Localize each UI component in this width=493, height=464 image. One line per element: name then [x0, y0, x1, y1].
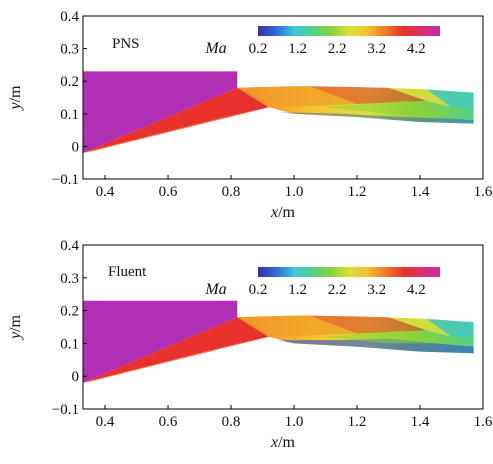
pns-x-axis-title: x/m: [270, 204, 296, 221]
pns-y-tick-label: 0.1: [60, 107, 79, 123]
fluent-shock-band-1: [237, 315, 357, 337]
fluent-y-tick-label: 0.1: [60, 336, 79, 352]
pns-shock-band-3: [388, 87, 452, 108]
fluent-exit-region: [426, 318, 474, 337]
pns-shock-band-2: [309, 86, 427, 104]
fluent-y-axis-title: y/m: [7, 314, 24, 341]
pns-x-tick-label: 1.4: [411, 184, 430, 200]
pns-colorbar-title: Ma: [204, 40, 226, 57]
pns-contour-field: [83, 71, 474, 153]
pns-y-axis-title: y/m: [7, 85, 24, 112]
pns-colorbar-tick-label: 3.2: [367, 41, 386, 57]
pns-y-tick-label: 0.2: [60, 74, 79, 90]
fluent-colorbar-tick-label: 0.2: [249, 282, 268, 298]
fluent-colorbar-ramp: [258, 267, 440, 277]
fluent-x-tick-label: 1.4: [411, 414, 430, 430]
pns-y-tick-label: 0.4: [60, 9, 79, 25]
pns-colorbar-tick-label: 4.2: [407, 41, 426, 57]
pns-x-tick-label: 1.2: [348, 184, 367, 200]
fluent-shock-band-2: [309, 315, 427, 334]
fluent-colorbar-title: Ma: [204, 281, 226, 298]
fluent-panel: 0.4 0.6 0.8 1.0 1.2 1.4 1.6 −0.1 0 0.1 0.2 0.3 0.4 F…: [7, 238, 493, 451]
pns-x-tick-label: 0.4: [96, 184, 115, 200]
pns-colorbar: 0.2 1.2 2.2 3.2 4.2 Ma: [204, 26, 440, 57]
fluent-x-tick-label: 0.8: [222, 414, 241, 430]
fluent-shock-band-3: [388, 317, 452, 337]
pns-freestream-region: [83, 71, 238, 153]
fluent-x-tick-label: 1.0: [285, 414, 304, 430]
pns-lower-wall-layer: [278, 112, 474, 124]
fluent-x-tick-label: 1.6: [474, 414, 493, 430]
fluent-colorbar-tick-label: 3.2: [367, 282, 386, 298]
fluent-x-tick-label: 0.4: [96, 414, 115, 430]
fluent-mixing-region: [325, 330, 452, 344]
pns-colorbar-tick-label: 0.2: [249, 41, 268, 57]
fluent-colorbar-tick-label: 4.2: [407, 282, 426, 298]
pns-y-tick-label: 0: [72, 139, 80, 155]
pns-colorbar-ramp: [258, 26, 440, 36]
pns-colorbar-tick-label: 2.2: [328, 41, 347, 57]
pns-y-tick-label: −0.1: [52, 172, 79, 188]
fluent-ramp-shear-layer: [83, 336, 269, 383]
fluent-axes-frame: [82, 244, 484, 410]
fluent-contour-field: [83, 300, 474, 383]
pns-panel: 0.4 0.6 0.8 1.0 1.2 1.4 1.6 −0.1 0 0.1 0.2 0.3 0.4 P…: [7, 9, 493, 221]
pns-axis-ticks: 0.4 0.6 0.8 1.0 1.2 1.4 1.6 −0.1 0 0.1 0.2 0.3 0.4: [52, 9, 493, 200]
fluent-y-tick-label: 0.2: [60, 304, 79, 320]
fluent-panel-label: Fluent: [108, 264, 147, 280]
pns-ramp-region: [83, 87, 269, 153]
pns-axes-frame: [82, 15, 484, 180]
fluent-y-tick-label: −0.1: [52, 402, 79, 418]
pns-y-tick-label: 0.3: [60, 42, 79, 58]
pns-colorbar-tick-label: 1.2: [288, 41, 307, 57]
fluent-lower-wall-layer: [278, 338, 474, 354]
fluent-colorbar-tick-label: 1.2: [288, 282, 307, 298]
fluent-x-tick-label: 0.6: [159, 414, 178, 430]
pns-x-tick-label: 1.6: [474, 184, 493, 200]
fluent-axis-ticks: 0.4 0.6 0.8 1.0 1.2 1.4 1.6 −0.1 0 0.1 0.2 0.3 0.4: [52, 238, 493, 430]
fluent-x-tick-label: 1.2: [348, 414, 367, 430]
fluent-y-tick-label: 0.4: [60, 238, 79, 254]
fluent-x-axis-title: x/m: [270, 434, 296, 451]
fluent-y-tick-label: 0: [72, 369, 80, 385]
pns-shock-band-1: [237, 86, 357, 108]
fluent-y-tick-label: 0.3: [60, 271, 79, 287]
fluent-ramp-region: [83, 317, 269, 383]
pns-x-tick-label: 0.6: [159, 184, 178, 200]
pns-mixing-region: [325, 100, 452, 114]
fluent-colorbar-tick-label: 2.2: [328, 282, 347, 298]
pns-x-tick-label: 0.8: [222, 184, 241, 200]
fluent-colorbar: 0.2 1.2 2.2 3.2 4.2 Ma: [204, 267, 440, 298]
pns-x-tick-label: 1.0: [285, 184, 304, 200]
pns-panel-label: PNS: [112, 36, 140, 52]
pns-exit-region: [426, 89, 474, 108]
pns-ramp-shear-layer: [83, 107, 269, 153]
fluent-freestream-region: [83, 300, 238, 383]
